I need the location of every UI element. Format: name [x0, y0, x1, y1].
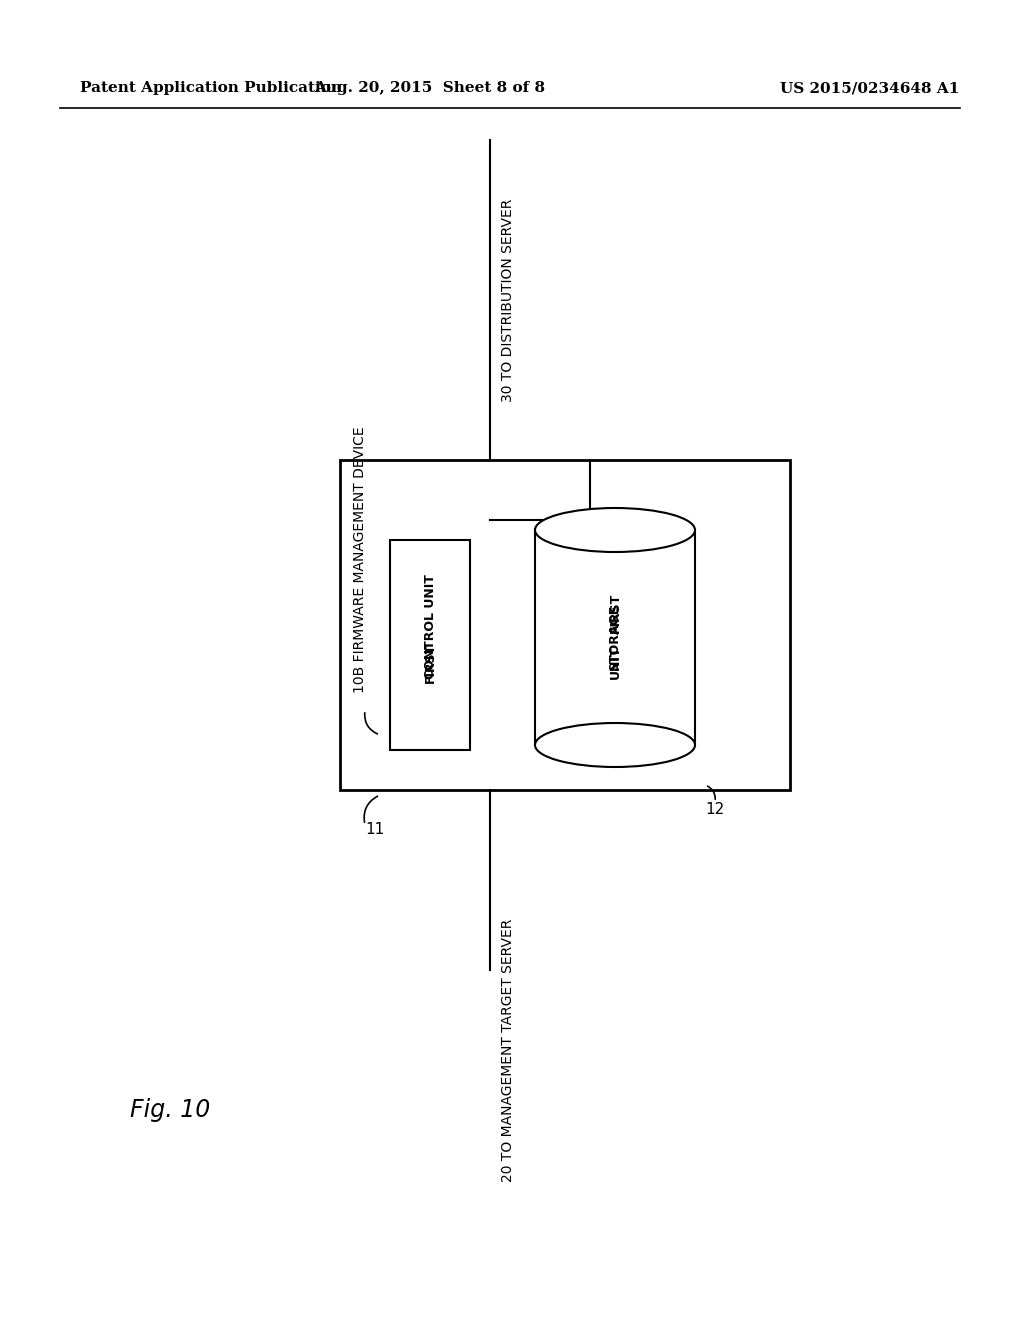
Text: 20 TO MANAGEMENT TARGET SERVER: 20 TO MANAGEMENT TARGET SERVER	[501, 919, 515, 1181]
Text: UNIT: UNIT	[608, 645, 622, 680]
Text: Fig. 10: Fig. 10	[130, 1098, 210, 1122]
Text: US 2015/0234648 A1: US 2015/0234648 A1	[780, 81, 959, 95]
Text: 30 TO DISTRIBUTION SERVER: 30 TO DISTRIBUTION SERVER	[501, 198, 515, 401]
Text: 12: 12	[706, 803, 725, 817]
Ellipse shape	[535, 723, 695, 767]
Text: STORAGE: STORAGE	[608, 605, 622, 671]
Text: Aug. 20, 2015  Sheet 8 of 8: Aug. 20, 2015 Sheet 8 of 8	[314, 81, 546, 95]
Ellipse shape	[535, 508, 695, 552]
Bar	[535, 531, 695, 744]
Text: Patent Application Publication: Patent Application Publication	[80, 81, 342, 95]
Text: 11: 11	[366, 822, 385, 837]
Bar	[390, 540, 470, 750]
Text: FIRST: FIRST	[424, 643, 436, 684]
Text: 10B FIRMWARE MANAGEMENT DEVICE: 10B FIRMWARE MANAGEMENT DEVICE	[353, 426, 367, 693]
Text: CONTROL UNIT: CONTROL UNIT	[424, 574, 436, 680]
Text: FIRST: FIRST	[608, 593, 622, 632]
Bar	[340, 459, 790, 789]
